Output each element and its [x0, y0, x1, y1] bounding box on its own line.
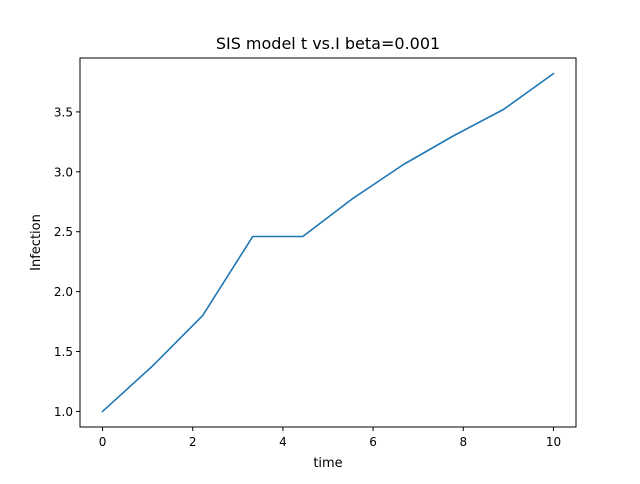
y-tick-label: 3.5 — [54, 105, 73, 119]
x-tick-label: 8 — [459, 435, 467, 449]
x-tick-label: 10 — [546, 435, 561, 449]
x-tick-label: 6 — [369, 435, 377, 449]
y-tick-label: 1.5 — [54, 345, 73, 359]
x-tick-label: 4 — [279, 435, 287, 449]
x-axis-label: time — [313, 456, 342, 471]
y-axis-label: Infection — [29, 214, 44, 271]
y-tick-label: 3.0 — [54, 165, 73, 179]
y-tick-label: 2.0 — [54, 285, 73, 299]
chart-title: SIS model t vs.I beta=0.001 — [216, 34, 440, 53]
x-tick-label: 2 — [189, 435, 197, 449]
x-tick-label: 0 — [99, 435, 107, 449]
y-tick-label: 1.0 — [54, 405, 73, 419]
y-tick-label: 2.5 — [54, 225, 73, 239]
